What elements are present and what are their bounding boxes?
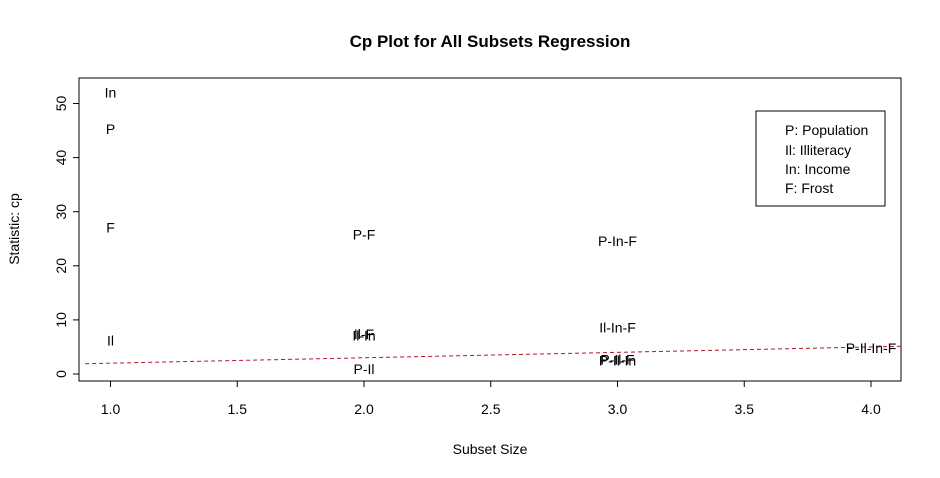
y-tick-label: 10 bbox=[53, 312, 69, 328]
x-tick-label: 2.0 bbox=[354, 401, 374, 417]
point-labels: In P F Il P-F Il-FIl-In P-Il P-In-F Il-In-F P-Il-… bbox=[105, 85, 897, 377]
y-tick-label: 0 bbox=[53, 370, 69, 378]
x-tick-label: 3.0 bbox=[608, 401, 628, 417]
point-label: P-Il-F bbox=[600, 351, 634, 367]
point-label: P bbox=[106, 121, 115, 137]
plot-frame bbox=[78, 77, 902, 382]
x-axis-label: Subset Size bbox=[453, 441, 528, 457]
x-tick-label: 1.0 bbox=[101, 401, 121, 417]
x-tick-label: 1.5 bbox=[228, 401, 248, 417]
point-label: Il-In-F bbox=[599, 319, 636, 335]
x-tick-label: 2.5 bbox=[481, 401, 501, 417]
point-label: Il bbox=[107, 332, 114, 348]
chart-title: Cp Plot for All Subsets Regression bbox=[350, 32, 631, 51]
legend-entry: F: Frost bbox=[785, 180, 833, 196]
y-tick-label: 30 bbox=[53, 204, 69, 220]
cp-reference-line bbox=[85, 345, 902, 365]
legend-entry: In: Income bbox=[785, 161, 851, 177]
y-axis-label: Statistic: cp bbox=[6, 193, 22, 265]
point-label: P-Il-In bbox=[599, 352, 636, 368]
y-tick-label: 50 bbox=[53, 96, 69, 112]
x-tick-label: 3.5 bbox=[735, 401, 755, 417]
y-axis: 0 10 20 30 40 50 bbox=[53, 96, 79, 378]
point-label: Il-F bbox=[354, 326, 374, 342]
legend-entry: Il: Illiteracy bbox=[785, 142, 851, 158]
legend: P: Population Il: Illiteracy In: Income … bbox=[755, 110, 886, 207]
x-axis: 1.0 1.5 2.0 2.5 3.0 3.5 4.0 bbox=[101, 381, 881, 417]
point-label: F bbox=[106, 219, 115, 235]
point-label: Il-In bbox=[352, 328, 375, 344]
y-tick-label: 20 bbox=[53, 258, 69, 274]
x-tick-label: 4.0 bbox=[861, 401, 881, 417]
point-label: P-In-F bbox=[598, 233, 637, 249]
y-tick-label: 40 bbox=[53, 150, 69, 166]
point-label: P-F bbox=[353, 226, 376, 242]
point-label: In bbox=[105, 85, 117, 101]
point-label: P-Il-In-F bbox=[846, 340, 897, 356]
point-label: P-Il bbox=[354, 361, 375, 377]
legend-box bbox=[755, 110, 886, 207]
legend-entry: P: Population bbox=[785, 122, 868, 138]
